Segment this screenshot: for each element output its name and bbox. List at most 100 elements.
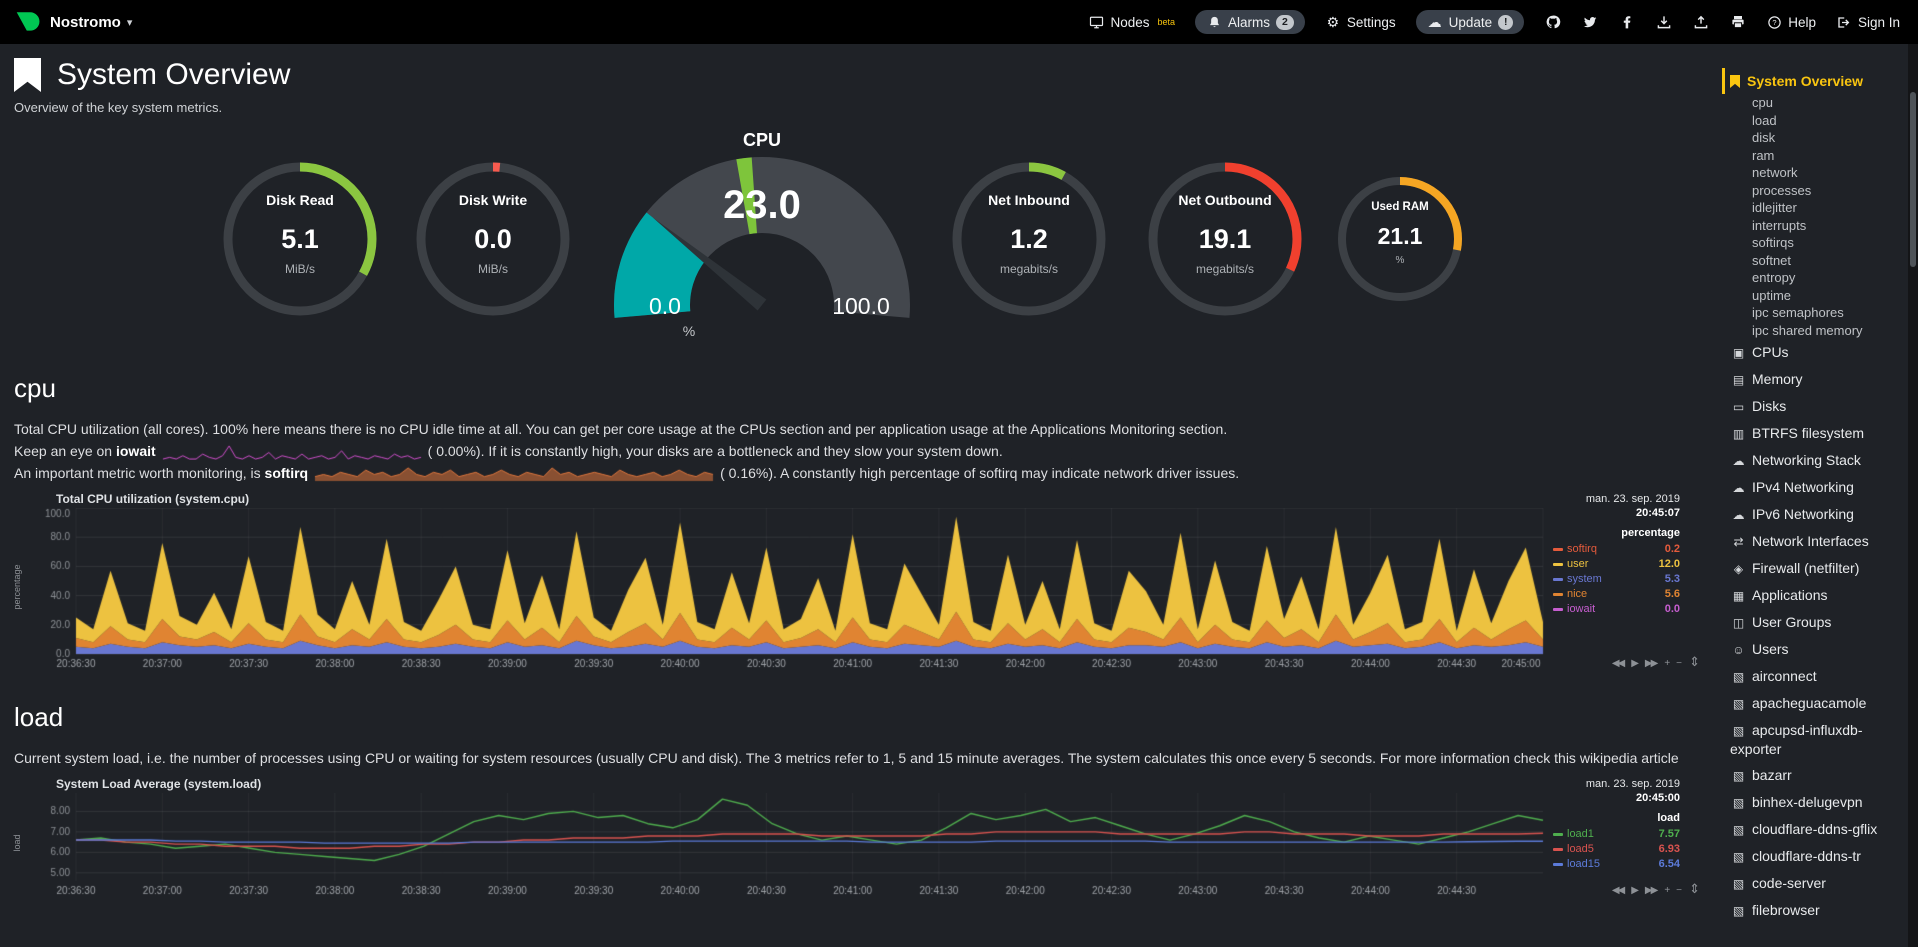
update-button[interactable]: ☁ Update ! — [1415, 10, 1525, 34]
zoom-in-button[interactable]: + — [1664, 658, 1670, 669]
sidebar-subitem-interrupts[interactable]: interrupts — [1752, 217, 1807, 233]
help-label: Help — [1788, 14, 1816, 30]
sidebar-item-code-server[interactable]: ▧ code-server — [1722, 870, 1902, 897]
sidebar-item-firewall-netfilter[interactable]: ◈ Firewall (netfilter) — [1722, 555, 1902, 582]
nodes-button[interactable]: Nodes beta — [1088, 14, 1175, 30]
gauge-cpu[interactable]: CPU 23.0 0.0 100.0% — [597, 130, 927, 348]
sidebar-item-networking-stack[interactable]: ☁ Networking Stack — [1722, 447, 1902, 474]
zoom-out-button[interactable]: − — [1676, 885, 1682, 896]
gauge-title: Net Outbound — [1178, 192, 1272, 208]
sidebar-item-users[interactable]: ☺ Users — [1722, 636, 1902, 663]
gauge-title: Net Inbound — [988, 192, 1070, 208]
topbar: Nostromo ▾ Nodes beta Alarms 2 ⚙ Settings — [0, 0, 1918, 44]
gauge-net-inbound[interactable]: Net Inbound 1.2 megabits/s — [944, 154, 1114, 324]
settings-button[interactable]: ⚙ Settings — [1325, 14, 1396, 30]
page-subtitle: Overview of the key system metrics. — [14, 100, 223, 115]
sidebar-item-bazarr[interactable]: ▧ bazarr — [1722, 762, 1902, 789]
zoom-out-button[interactable]: − — [1676, 658, 1682, 669]
machine-name[interactable]: Nostromo — [50, 13, 121, 31]
download-icon[interactable] — [1655, 14, 1672, 31]
sidebar-item-ipv6-networking[interactable]: ☁ IPv6 Networking — [1722, 501, 1902, 528]
legend-swatch — [1553, 848, 1563, 851]
sidebar-subitem-ipc-semaphores[interactable]: ipc semaphores — [1752, 305, 1844, 320]
legend-item-load1[interactable]: load1 7.57 — [1553, 827, 1680, 842]
rewind-button[interactable]: ◀◀ — [1611, 885, 1625, 896]
signin-button[interactable]: Sign In — [1836, 14, 1900, 30]
legend-item-softirq[interactable]: softirq 0.2 — [1553, 542, 1680, 557]
sidebar-item-apacheguacamole[interactable]: ▧ apacheguacamole — [1722, 690, 1902, 717]
sidebar-subitem-softnet[interactable]: softnet — [1752, 252, 1792, 268]
resize-handle[interactable]: ⇕ — [1689, 881, 1700, 896]
sidebar-subitem-disk[interactable]: disk — [1752, 130, 1776, 145]
sidebar-subitem-ram[interactable]: ram — [1752, 147, 1775, 163]
legend-item-iowait[interactable]: iowait 0.0 — [1553, 602, 1680, 617]
gauge-disk-write[interactable]: Disk Write 0.0 MiB/s — [408, 154, 578, 324]
sidebar-item-cloudflare-ddns-tr[interactable]: ▧ cloudflare-ddns-tr — [1722, 843, 1902, 870]
page-scrollbar[interactable] — [1908, 44, 1918, 947]
facebook-icon[interactable] — [1618, 14, 1635, 31]
legend-name: load15 — [1567, 858, 1601, 870]
sidebar-item-memory[interactable]: ▤ Memory — [1722, 366, 1902, 393]
sidebar-item-btrfs-filesystem[interactable]: ▥ BTRFS filesystem — [1722, 420, 1902, 447]
softirq-text-pre: An important metric worth monitoring, is — [14, 465, 265, 481]
sidebar-item-disks[interactable]: ▭ Disks — [1722, 393, 1902, 420]
github-icon[interactable] — [1544, 14, 1561, 31]
sidebar-subitem-softirqs[interactable]: softirqs — [1752, 235, 1794, 250]
sidebar-item-user-groups[interactable]: ◫ User Groups — [1722, 609, 1902, 636]
gauge-net-outbound[interactable]: Net Outbound 19.1 megabits/s — [1140, 154, 1310, 324]
sidebar-item-applications[interactable]: ▦ Applications — [1722, 582, 1902, 609]
legend-item-load15[interactable]: load15 6.54 — [1553, 857, 1680, 872]
gauge-value: 19.1 — [1198, 224, 1252, 254]
sidebar-item-cloudflare-ddns-gflix[interactable]: ▧ cloudflare-ddns-gflix — [1722, 816, 1902, 843]
sidebar-item-binhex-delugevpn[interactable]: ▧ binhex-delugevpn — [1722, 789, 1902, 816]
sidebar-item-airconnect[interactable]: ▧ airconnect — [1722, 663, 1902, 690]
sidebar-subitem-uptime[interactable]: uptime — [1752, 287, 1792, 303]
sidebar-item-filebrowser[interactable]: ▧ filebrowser — [1722, 897, 1902, 924]
gauge-disk-read[interactable]: Disk Read 5.1 MiB/s — [215, 154, 385, 324]
sidebar-item-label: Disks — [1752, 398, 1787, 414]
gauge-used-ram[interactable]: Used RAM 21.1% — [1330, 169, 1470, 309]
sidebar-item-label: bazarr — [1752, 767, 1792, 783]
forward-button[interactable]: ▶▶ — [1644, 658, 1658, 669]
play-button[interactable]: ▶ — [1631, 658, 1639, 669]
wikipedia-link[interactable]: wikipedia article — [1579, 750, 1679, 766]
load-chart-canvas[interactable] — [30, 793, 1547, 899]
bookmark-icon — [14, 58, 41, 92]
user-icon: ☺ — [1732, 643, 1745, 657]
netdata-logo[interactable] — [14, 9, 40, 35]
legend-item-nice[interactable]: nice 5.6 — [1553, 587, 1680, 602]
sidebar-item-cpus[interactable]: ▣ CPUs — [1722, 339, 1902, 366]
sidebar-subitem-cpu[interactable]: cpu — [1752, 95, 1773, 110]
sidebar-item-network-interfaces[interactable]: ⇄ Network Interfaces — [1722, 528, 1902, 555]
resize-handle[interactable]: ⇕ — [1689, 654, 1700, 669]
rewind-button[interactable]: ◀◀ — [1611, 658, 1625, 669]
help-button[interactable]: ? Help — [1766, 14, 1816, 30]
legend-item-system[interactable]: system 5.3 — [1553, 572, 1680, 587]
print-icon[interactable] — [1729, 14, 1746, 31]
topbar-nav: Nodes beta Alarms 2 ⚙ Settings ☁ Update ! — [1088, 10, 1900, 34]
cpu-chart-canvas[interactable] — [30, 508, 1547, 672]
sidebar-subitem-ipc-shared-memory[interactable]: ipc shared memory — [1752, 322, 1863, 338]
twitter-icon[interactable] — [1581, 14, 1598, 31]
sidebar-item-label: filebrowser — [1752, 902, 1820, 918]
legend-value: 0.0 — [1664, 603, 1680, 615]
sidebar-item-ipv4-networking[interactable]: ☁ IPv4 Networking — [1722, 474, 1902, 501]
sidebar-item-system-overview[interactable]: System Overview — [1722, 68, 1902, 94]
legend-item-load5[interactable]: load5 6.93 — [1553, 842, 1680, 857]
sidebar-subitem-idlejitter[interactable]: idlejitter — [1752, 200, 1797, 215]
sidebar-subitem-network[interactable]: network — [1752, 165, 1798, 180]
play-button[interactable]: ▶ — [1631, 885, 1639, 896]
forward-button[interactable]: ▶▶ — [1644, 885, 1658, 896]
scrollbar-thumb[interactable] — [1910, 92, 1916, 267]
sidebar-subitem-load[interactable]: load — [1752, 112, 1777, 128]
sidebar-subitem-processes[interactable]: processes — [1752, 182, 1812, 198]
upload-icon[interactable] — [1692, 14, 1709, 31]
chart-date: man. 23. sep. 2019 — [1585, 493, 1680, 505]
sidebar-item-apcupsd-influxdb-exporter[interactable]: ▧ apcupsd-influxdb-exporter — [1722, 717, 1902, 762]
sidebar-subitem-entropy[interactable]: entropy — [1752, 270, 1796, 285]
chevron-down-icon[interactable]: ▾ — [126, 16, 133, 29]
alarms-button[interactable]: Alarms 2 — [1195, 10, 1305, 34]
zoom-in-button[interactable]: + — [1664, 885, 1670, 896]
legend-item-user[interactable]: user 12.0 — [1553, 557, 1680, 572]
cube-icon: ▧ — [1732, 796, 1745, 810]
